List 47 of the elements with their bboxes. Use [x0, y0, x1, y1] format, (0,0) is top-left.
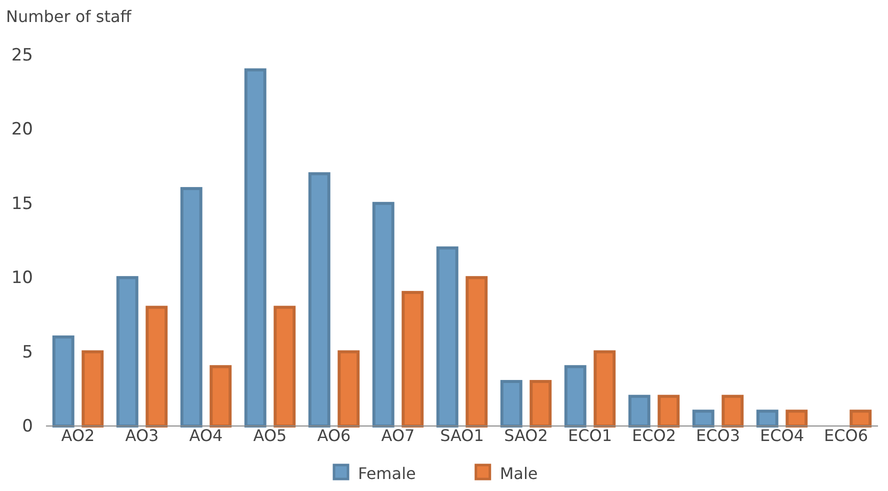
x-tick-label: AO7 [381, 426, 415, 445]
x-tick-label: AO5 [253, 426, 287, 445]
legend-label: Female [358, 464, 416, 483]
bar [436, 246, 458, 428]
bar [692, 410, 714, 428]
x-tick-label: AO2 [61, 426, 95, 445]
bar [210, 365, 232, 428]
x-tick-label: AO3 [125, 426, 159, 445]
bar [244, 68, 266, 428]
bar [180, 187, 202, 428]
y-tick-label: 0 [22, 416, 33, 436]
bar [146, 306, 168, 428]
x-tick-label: SAO1 [440, 426, 484, 445]
x-tick-label: ECO6 [824, 426, 868, 445]
bar [274, 306, 296, 428]
x-tick-label: SAO2 [504, 426, 548, 445]
y-axis-title: Number of staff [6, 7, 132, 26]
bar [466, 276, 488, 428]
x-tick-label: AO4 [189, 426, 223, 445]
x-tick-label: ECO1 [568, 426, 612, 445]
legend-label: Male [500, 464, 538, 483]
bar [530, 380, 552, 428]
bar [756, 410, 778, 428]
bar [564, 365, 586, 428]
bar [722, 394, 744, 428]
bar [82, 350, 104, 428]
y-tick-label: 10 [11, 268, 33, 288]
bar [402, 290, 424, 428]
x-tick-label: ECO4 [760, 426, 804, 445]
bar [594, 350, 616, 428]
bar [628, 394, 650, 428]
bar [850, 410, 872, 428]
y-tick-label: 20 [11, 120, 33, 140]
y-tick-label: 5 [22, 342, 33, 362]
x-tick-label: ECO2 [632, 426, 676, 445]
x-tick-label: AO6 [317, 426, 351, 445]
bar [500, 380, 522, 428]
bar [372, 202, 394, 428]
y-tick-label: 15 [11, 194, 33, 214]
bar [658, 394, 680, 428]
bar [308, 172, 330, 428]
y-tick-label: 25 [11, 45, 33, 66]
bar [52, 335, 74, 428]
bar [338, 350, 360, 428]
bar [116, 276, 138, 428]
bar [786, 410, 808, 428]
x-tick-label: ECO3 [696, 426, 740, 445]
